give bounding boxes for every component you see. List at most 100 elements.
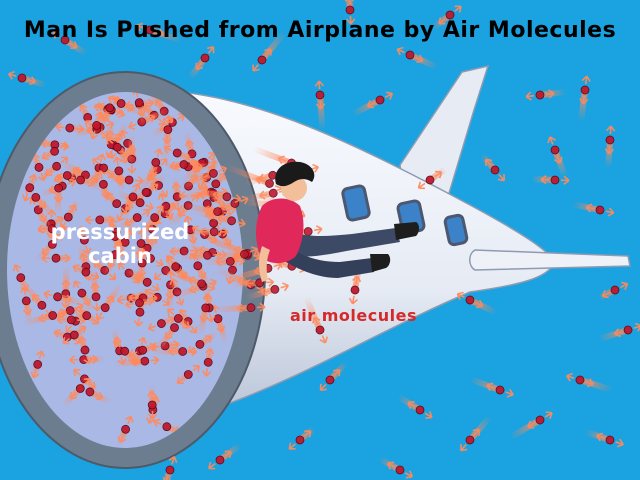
air-molecule-icon: [85, 215, 122, 225]
man-legs: [292, 228, 400, 257]
air-molecules-label: air molecules: [290, 306, 417, 325]
air-molecule-icon: [431, 5, 462, 31]
air-molecule-icon: [314, 80, 326, 131]
air-molecule-icon: [245, 282, 290, 301]
air-molecule-icon: [187, 330, 219, 354]
window: [443, 213, 469, 247]
man-lower-leg: [286, 248, 374, 278]
man-arm: [259, 246, 270, 282]
air-molecule-icon: [74, 306, 103, 327]
shoe-icon: [394, 222, 419, 240]
air-molecule-icon: [96, 282, 124, 321]
air-molecule-icon: [108, 222, 127, 267]
air-molecule-icon: [577, 75, 591, 122]
air-molecule-icon: [319, 360, 349, 392]
air-molecule-icon: [56, 315, 86, 325]
air-molecule-icon: [508, 411, 553, 441]
diagram-title: Man Is Pushed from Airplane by Air Molec…: [23, 18, 617, 43]
air-molecule-icon: [166, 158, 199, 171]
air-molecule-icon: [107, 95, 144, 117]
air-molecule-icon: [53, 167, 81, 184]
air-molecule-icon: [206, 256, 245, 267]
air-molecule-icon: [162, 266, 216, 292]
air-molecule-icon: [12, 264, 30, 292]
air-molecule-icon: [154, 346, 198, 357]
air-molecule-icon: [166, 308, 196, 334]
air-molecule-icon: [252, 30, 287, 72]
air-molecule-icon: [156, 456, 178, 480]
air-molecule-icon: [53, 173, 64, 215]
air-molecule-icon: [39, 142, 68, 162]
air-molecule-icon: [52, 30, 88, 57]
air-molecule-icon: [41, 253, 73, 263]
air-molecule-icon: [604, 125, 616, 169]
air-molecule-icon: [121, 183, 141, 221]
air-molecule-icon: [180, 250, 222, 261]
air-molecule-icon: [456, 291, 498, 316]
air-molecule-icon: [113, 340, 144, 370]
air-molecule-icon: [128, 340, 163, 358]
escaping-air-molecules: [7, 0, 640, 480]
air-molecule-icon: [184, 202, 232, 218]
air-molecule-icon: [186, 186, 242, 204]
air-molecule-icon: [89, 108, 105, 140]
air-molecule-icon: [145, 148, 163, 190]
air-molecule-icon: [126, 266, 160, 292]
air-molecule-icon: [92, 158, 128, 190]
air-molecule-icon: [96, 170, 111, 203]
air-molecule-icon: [59, 199, 81, 231]
man-shirt: [256, 198, 304, 264]
air-molecule-icon: [187, 46, 215, 81]
air-molecule-icon: [197, 293, 213, 336]
air-molecule-icon: [62, 324, 88, 345]
air-molecule-icon: [351, 91, 394, 117]
air-molecule-icon: [208, 442, 243, 470]
man-hair: [275, 161, 315, 187]
air-molecule-icon: [565, 372, 613, 393]
air-molecule-icon: [525, 88, 567, 101]
air-molecule-icon: [72, 280, 96, 313]
air-molecule-icon: [73, 368, 99, 392]
air-molecule-icon: [162, 115, 174, 160]
air-molecule-icon: [417, 166, 448, 190]
air-molecule-icon: [531, 175, 570, 185]
air-molecule-icon: [377, 456, 414, 479]
air-molecule-icon: [125, 296, 159, 309]
air-molecule-icon: [61, 377, 91, 408]
air-molecule-icon: [147, 384, 158, 420]
air-molecule-icon: [7, 70, 48, 89]
air-molecule-icon: [288, 426, 316, 450]
cabin-label-line-1: pressurized: [50, 220, 190, 244]
cabin-air-molecules: [12, 92, 240, 447]
air-molecule-icon: [34, 233, 63, 263]
air-molecule-icon: [72, 263, 100, 281]
air-molecule-icon: [105, 137, 138, 166]
air-molecule-icon: [147, 314, 177, 332]
air-molecule-icon: [396, 393, 433, 419]
air-molecule-icon: [572, 201, 615, 217]
air-molecule-icon: [469, 376, 514, 398]
air-molecule-icon: [138, 205, 164, 240]
air-molecule-icon: [55, 122, 86, 134]
air-molecule-icon: [117, 208, 151, 231]
air-molecule-icon: [479, 152, 506, 182]
air-molecule-icon: [189, 227, 229, 237]
man: [256, 161, 419, 282]
pressurized-cabin-label: pressurized cabin: [40, 220, 200, 268]
air-molecule-icon: [344, 0, 356, 25]
air-molecule-icon: [202, 344, 215, 377]
air-molecule-icon: [230, 277, 275, 288]
air-molecule-icon: [214, 302, 266, 313]
air-molecule-icon: [597, 281, 629, 301]
air-molecule-icon: [163, 144, 193, 163]
air-molecule-icon: [22, 173, 38, 202]
air-molecule-icon: [179, 165, 228, 190]
air-molecule-icon: [60, 265, 71, 309]
air-molecule-icon: [303, 296, 328, 344]
air-molecule-icon: [547, 136, 569, 179]
air-molecule-icon: [43, 290, 84, 306]
air-molecule-icon: [396, 46, 439, 71]
air-molecule-icon: [193, 208, 246, 228]
